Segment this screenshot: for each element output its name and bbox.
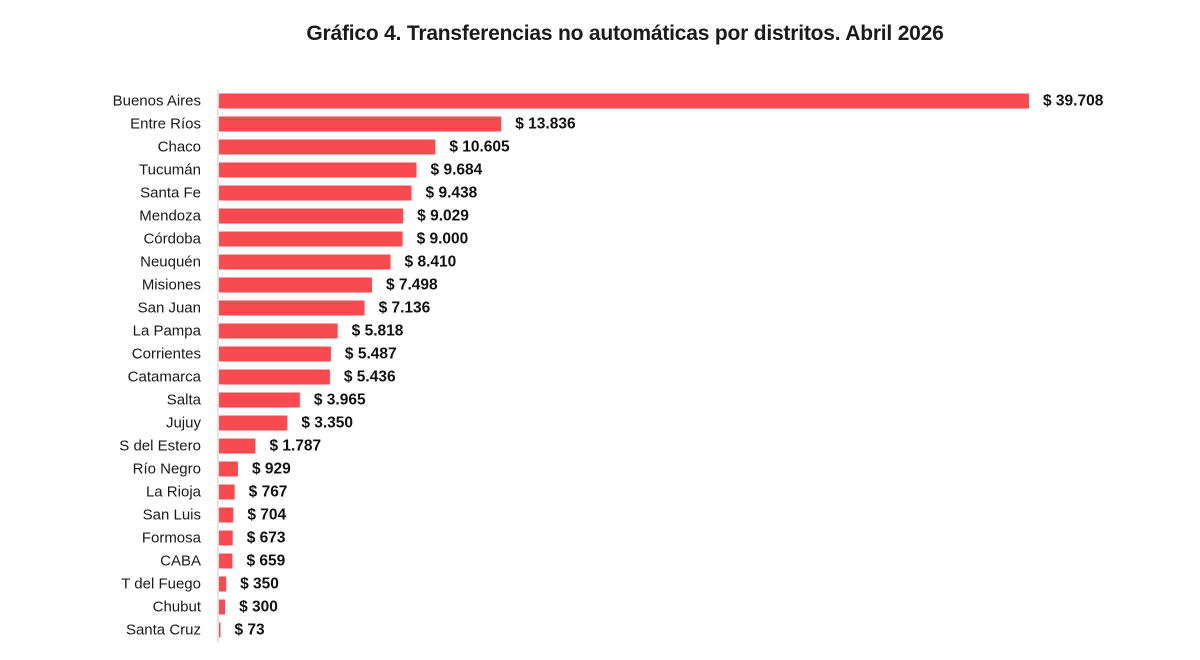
data-label: $ 659 <box>246 553 285 570</box>
category-label: Misiones <box>142 277 201 294</box>
category-label: San Juan <box>138 300 201 317</box>
data-label: $ 9.684 <box>431 162 483 179</box>
category-label: Salta <box>167 392 202 409</box>
bar <box>219 277 372 293</box>
category-label: Santa Fe <box>140 185 201 202</box>
bar <box>219 507 234 523</box>
data-label: $ 13.836 <box>515 116 576 133</box>
data-label: $ 7.136 <box>379 300 431 317</box>
data-label: $ 5.818 <box>352 323 404 340</box>
data-label: $ 350 <box>240 576 279 593</box>
category-label: La Pampa <box>133 323 202 340</box>
data-label: $ 300 <box>239 599 278 616</box>
data-label: $ 3.350 <box>301 415 353 432</box>
category-label: Neuquén <box>140 254 201 271</box>
data-label: $ 704 <box>247 507 286 524</box>
category-label: S del Estero <box>119 438 201 455</box>
bar <box>219 622 221 638</box>
category-label: Buenos Aires <box>113 93 201 110</box>
category-label: La Rioja <box>146 484 202 501</box>
category-label: San Luis <box>143 507 201 524</box>
bar <box>219 346 331 362</box>
category-label: Córdoba <box>143 231 201 248</box>
bar <box>219 162 417 178</box>
bar <box>219 392 300 408</box>
category-label: Chaco <box>158 139 201 156</box>
data-label: $ 929 <box>252 461 291 478</box>
category-label: Mendoza <box>139 208 201 225</box>
data-label: $ 10.605 <box>449 139 510 156</box>
category-label: Catamarca <box>128 369 202 386</box>
category-label: Entre Ríos <box>130 116 201 133</box>
data-label: $ 9.029 <box>417 208 469 225</box>
bar <box>219 139 436 155</box>
data-label: $ 3.965 <box>314 392 366 409</box>
data-label: $ 8.410 <box>405 254 457 271</box>
bar <box>219 93 1029 109</box>
bar <box>219 369 330 385</box>
bar <box>219 530 233 546</box>
data-label: $ 39.708 <box>1043 93 1104 110</box>
bar <box>219 254 391 270</box>
bar <box>219 323 338 339</box>
data-label: $ 673 <box>247 530 286 547</box>
data-label: $ 73 <box>234 622 265 639</box>
data-label: $ 5.436 <box>344 369 396 386</box>
data-label: $ 1.787 <box>269 438 321 455</box>
bar <box>219 208 404 224</box>
data-label: $ 767 <box>249 484 288 501</box>
bar <box>219 553 233 569</box>
bar <box>219 231 403 247</box>
data-label: $ 7.498 <box>386 277 438 294</box>
bar <box>219 484 235 500</box>
bars-group <box>217 89 1029 642</box>
bar <box>219 599 226 615</box>
category-label: Chubut <box>153 599 202 616</box>
labels-group: Buenos Aires $ 39.708 Entre Ríos $ 13.836 Ch… <box>113 93 1104 639</box>
bar <box>219 185 412 201</box>
bar <box>219 576 227 592</box>
bar <box>219 415 288 431</box>
data-label: $ 9.000 <box>417 231 469 248</box>
category-label: Tucumán <box>139 162 201 179</box>
bar <box>219 300 365 316</box>
data-label: $ 5.487 <box>345 346 397 363</box>
category-label: Corrientes <box>132 346 201 363</box>
category-label: CABA <box>160 553 201 570</box>
chart-title: Gráfico 4. Transferencias no automáticas… <box>306 22 944 45</box>
category-label: Jujuy <box>166 415 202 432</box>
category-label: Formosa <box>142 530 202 547</box>
bar <box>219 116 502 132</box>
category-label: Río Negro <box>133 461 201 478</box>
category-label: T del Fuego <box>121 576 201 593</box>
bar <box>219 461 238 477</box>
bar <box>219 438 256 454</box>
category-label: Santa Cruz <box>126 622 201 639</box>
data-label: $ 9.438 <box>426 185 478 202</box>
